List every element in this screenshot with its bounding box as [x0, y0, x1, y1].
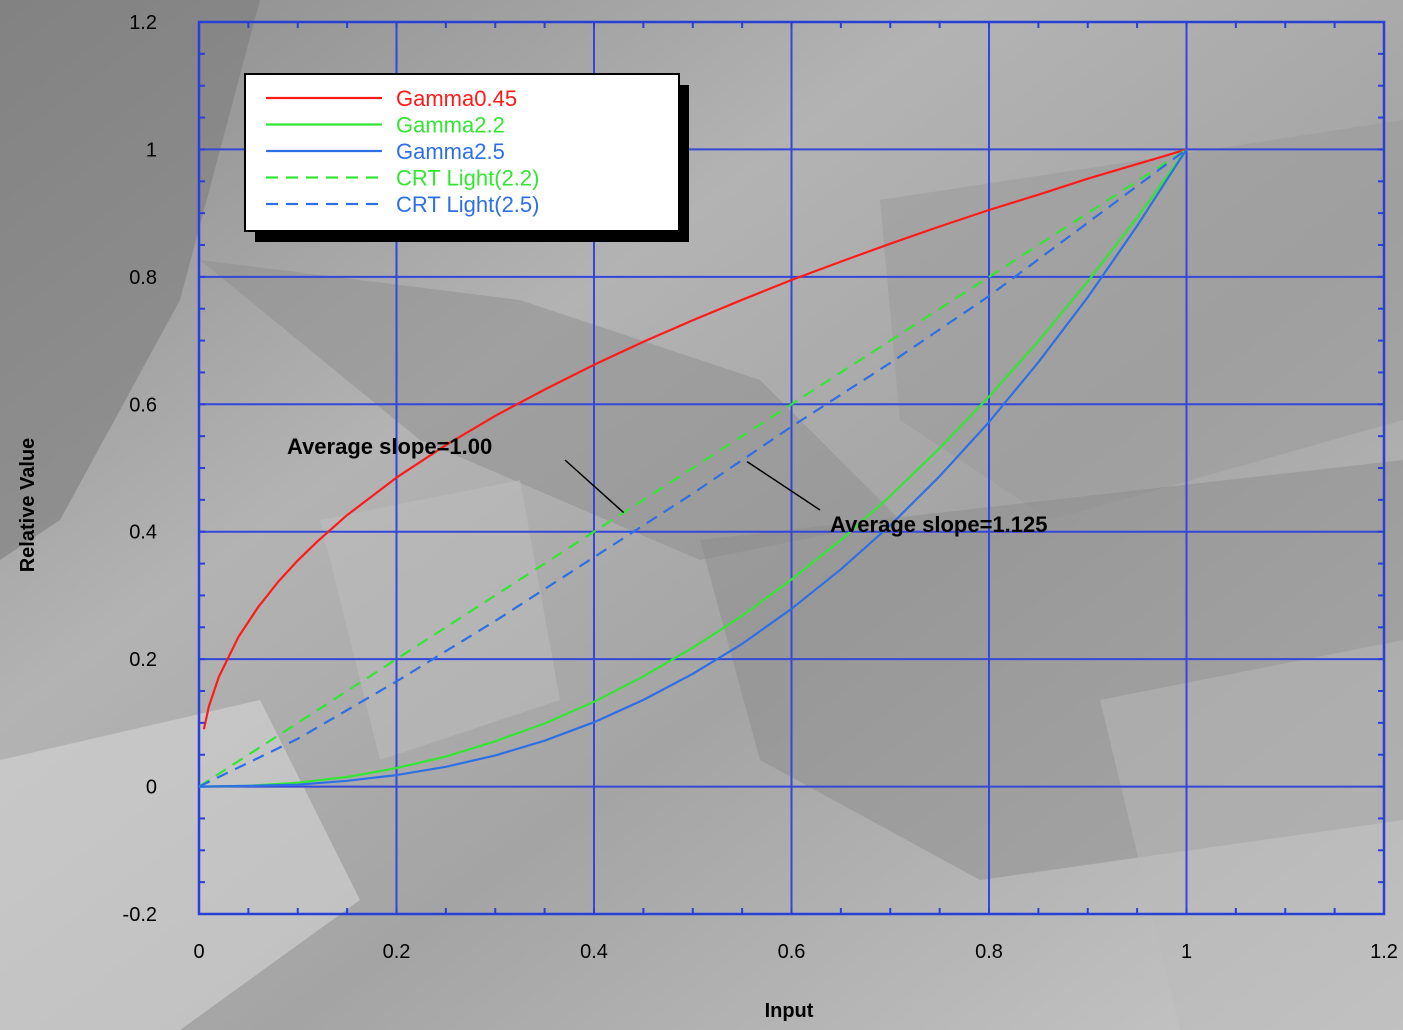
annotations: Average slope=1.00 Average slope=1.125: [287, 434, 1048, 537]
y-axis-title: Relative Value: [17, 438, 39, 573]
legend-label: Gamma2.2: [396, 113, 505, 138]
y-tick-label: 1.2: [129, 12, 157, 34]
legend-label: CRT Light(2.2): [396, 166, 539, 191]
y-tick-label: 0.6: [129, 394, 157, 416]
plot-area: Average slope=1.00 Average slope=1.125: [197, 20, 1386, 916]
x-tick-labels: 0 0.2 0.4 0.6 0.8 1 1.2: [193, 941, 1397, 963]
series-line-0: [202, 148, 1187, 730]
series-line-2: [198, 148, 1188, 788]
y-tick-label: 0.2: [129, 649, 157, 671]
minor-ticks: [198, 21, 1385, 915]
annotation-label: Average slope=1.125: [830, 512, 1048, 537]
x-tick-label: 0: [193, 941, 204, 963]
annotation-leader-line: [564, 459, 625, 514]
legend-label: Gamma2.5: [396, 139, 505, 164]
y-tick-label: 0.4: [129, 522, 157, 544]
annotation-label: Average slope=1.00: [287, 434, 492, 459]
x-tick-label: 0.8: [975, 941, 1003, 963]
y-tick-label: 0.8: [129, 267, 157, 289]
series-layer: [198, 148, 1188, 788]
x-tick-label: 0.2: [383, 941, 411, 963]
x-axis-title: Input: [765, 1000, 814, 1022]
annotation-leader-line: [746, 461, 821, 511]
x-tick-label: 0.4: [580, 941, 608, 963]
x-tick-label: 1: [1181, 941, 1192, 963]
legend-label: Gamma0.45: [396, 86, 517, 111]
y-tick-labels: -0.2 0 0.2 0.4 0.6 0.8 1 1.2: [123, 12, 157, 926]
x-tick-label: 0.6: [778, 941, 806, 963]
x-tick-label: 1.2: [1370, 941, 1398, 963]
legend-label: CRT Light(2.5): [396, 192, 539, 217]
y-tick-label: 1: [146, 139, 157, 161]
y-tick-label: 0: [146, 777, 157, 799]
series-line-3: [198, 148, 1188, 788]
y-tick-label: -0.2: [123, 904, 157, 926]
series-line-4: [198, 148, 1188, 788]
series-line-1: [198, 148, 1188, 788]
